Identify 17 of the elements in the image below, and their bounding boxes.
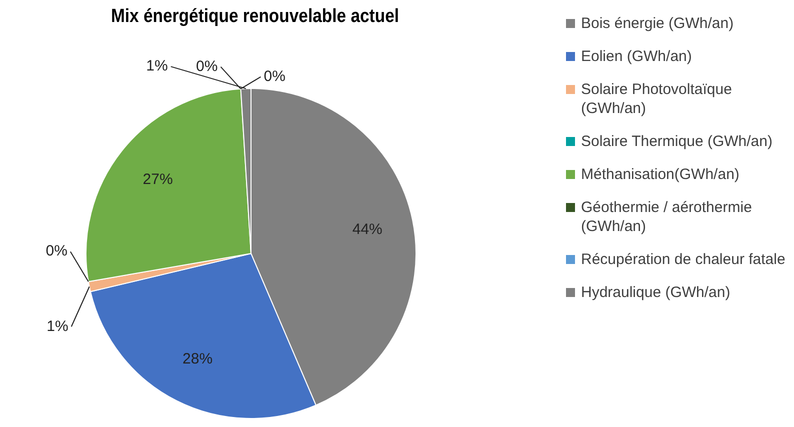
data-label: 28% — [182, 350, 213, 368]
data-label: 1% — [46, 318, 68, 335]
text: 0% — [46, 242, 68, 260]
legend-label: Eolien (GWh/an) — [581, 47, 692, 66]
legend-label: Géothermie / aérothermie (GWh/an) — [581, 198, 753, 236]
legend-label: Solaire Photovoltaïque (GWh/an) — [581, 80, 733, 118]
chart-title: Mix énergétique renouvelable actuel — [110, 6, 400, 28]
text: 0% — [264, 68, 286, 85]
legend-label: Hydraulique (GWh/an) — [581, 283, 730, 302]
data-label: 44% — [352, 220, 382, 238]
legend-label: Méthanisation(GWh/an) — [581, 165, 740, 184]
legend-label: Bois énergie (GWh/an) — [581, 14, 734, 33]
data-label: 1% — [146, 58, 168, 75]
legend-label: Solaire Thermique (GWh/an) — [581, 132, 772, 151]
legend-label: Récupération de chaleur fatale — [581, 250, 786, 269]
text: 0% — [196, 58, 218, 75]
data-label: 27% — [142, 170, 173, 188]
